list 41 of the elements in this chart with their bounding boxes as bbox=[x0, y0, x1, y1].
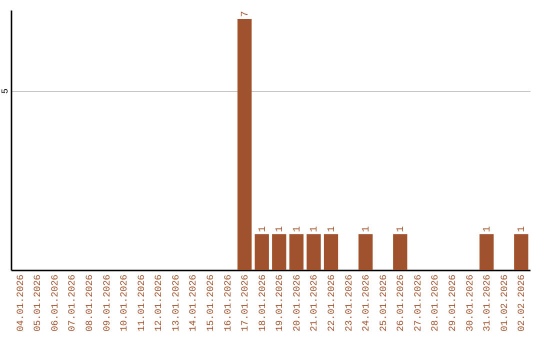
x-tick-label: 28.01.2026 bbox=[430, 274, 441, 332]
x-tick-label: 21.01.2026 bbox=[308, 274, 320, 332]
x-tick-label: 23.01.2026 bbox=[343, 274, 354, 332]
x-tick-label: 10.01.2026 bbox=[118, 274, 130, 332]
x-tick-label: 26.01.2026 bbox=[395, 274, 406, 332]
x-tick-label: 15.01.2026 bbox=[204, 274, 216, 332]
x-tick-label: 11.01.2026 bbox=[136, 274, 147, 332]
x-tick-label: 27.01.2026 bbox=[412, 274, 424, 332]
x-tick-label: 13.01.2026 bbox=[170, 274, 182, 332]
data-label: 7 bbox=[240, 10, 252, 17]
x-tick-label: 18.01.2026 bbox=[256, 274, 268, 332]
x-tick-label: 20.01.2026 bbox=[291, 274, 302, 332]
x-tick-label: 14.01.2026 bbox=[188, 274, 199, 332]
data-label: 1 bbox=[362, 226, 373, 232]
data-label: 1 bbox=[292, 226, 304, 232]
x-tick-label: 07.01.2026 bbox=[66, 274, 78, 332]
x-tick-label: 12.01.2026 bbox=[153, 274, 164, 332]
x-tick-label: 06.01.2026 bbox=[49, 274, 60, 332]
data-label: 1 bbox=[327, 226, 338, 232]
x-tick-label: 25.01.2026 bbox=[378, 274, 389, 332]
x-tick-label: 08.01.2026 bbox=[84, 274, 95, 332]
data-label: 1 bbox=[275, 226, 286, 232]
data-label: 1 bbox=[258, 226, 269, 232]
data-label: 1 bbox=[517, 226, 528, 232]
x-tick-label: 09.01.2026 bbox=[101, 274, 112, 332]
x-tick-label: 31.01.2026 bbox=[482, 274, 493, 332]
x-tick-label: 05.01.2026 bbox=[32, 274, 44, 332]
x-tick-label: 22.01.2026 bbox=[326, 274, 338, 332]
x-tick-label: 04.01.2026 bbox=[14, 274, 26, 332]
x-tick-label: 19.01.2026 bbox=[274, 274, 286, 332]
data-label: 1 bbox=[482, 226, 494, 232]
x-tick-label: 29.01.2026 bbox=[447, 274, 458, 332]
x-tick-label: 24.01.2026 bbox=[360, 274, 372, 332]
x-tick-label: 30.01.2026 bbox=[464, 274, 476, 332]
x-tick-label: 01.02.2026 bbox=[498, 274, 510, 332]
x-tick-label: 17.01.2026 bbox=[240, 274, 251, 332]
data-label: 1 bbox=[396, 226, 408, 232]
y-tick-label: 5 bbox=[0, 88, 10, 94]
x-tick-label: 02.02.2026 bbox=[516, 274, 528, 332]
data-label: 1 bbox=[310, 226, 321, 232]
x-tick-label: 16.01.2026 bbox=[222, 274, 234, 332]
